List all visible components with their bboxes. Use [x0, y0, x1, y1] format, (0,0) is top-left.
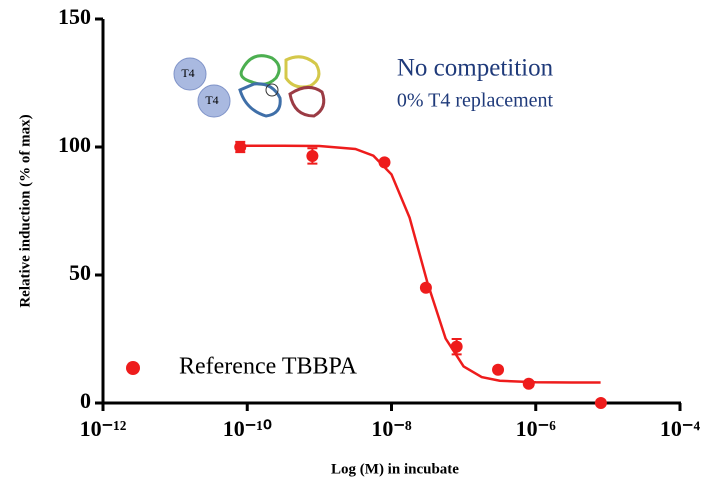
y-tick-label: 50 — [69, 260, 91, 285]
y-axis-label: Relative induction (% of max) — [17, 114, 33, 307]
data-point — [306, 149, 319, 162]
fit-curve — [240, 144, 601, 384]
x-tick-label: 10⁻¹⁰ — [223, 416, 272, 441]
legend-marker — [126, 361, 140, 375]
icon-label: T4 — [181, 66, 194, 80]
t4-icon — [197, 84, 231, 118]
protein-icon — [238, 54, 326, 118]
icon-label: T4 — [205, 93, 218, 107]
data-point — [419, 281, 432, 294]
x-axis-label: Log (M) in incubate — [331, 461, 459, 477]
data-point — [522, 377, 535, 390]
data-point — [492, 363, 505, 376]
y-tick-label: 100 — [58, 132, 91, 157]
x-tick-label: 10⁻⁶ — [516, 416, 557, 441]
data-point — [450, 340, 463, 353]
x-tick-label: 10⁻⁴ — [660, 416, 701, 441]
t4-icon — [173, 57, 207, 91]
annotation: 0% T4 replacement — [397, 90, 554, 112]
x-tick-label: 10⁻¹² — [80, 416, 127, 441]
data-point — [234, 141, 247, 153]
data-point — [378, 156, 391, 169]
annotation: No competition — [397, 55, 554, 82]
y-tick-label: 0 — [80, 388, 91, 413]
data-point — [594, 397, 607, 409]
x-tick-label: 10⁻⁸ — [371, 416, 412, 441]
y-tick-label: 150 — [58, 4, 91, 29]
legend-label: Reference TBBPA — [179, 354, 358, 380]
